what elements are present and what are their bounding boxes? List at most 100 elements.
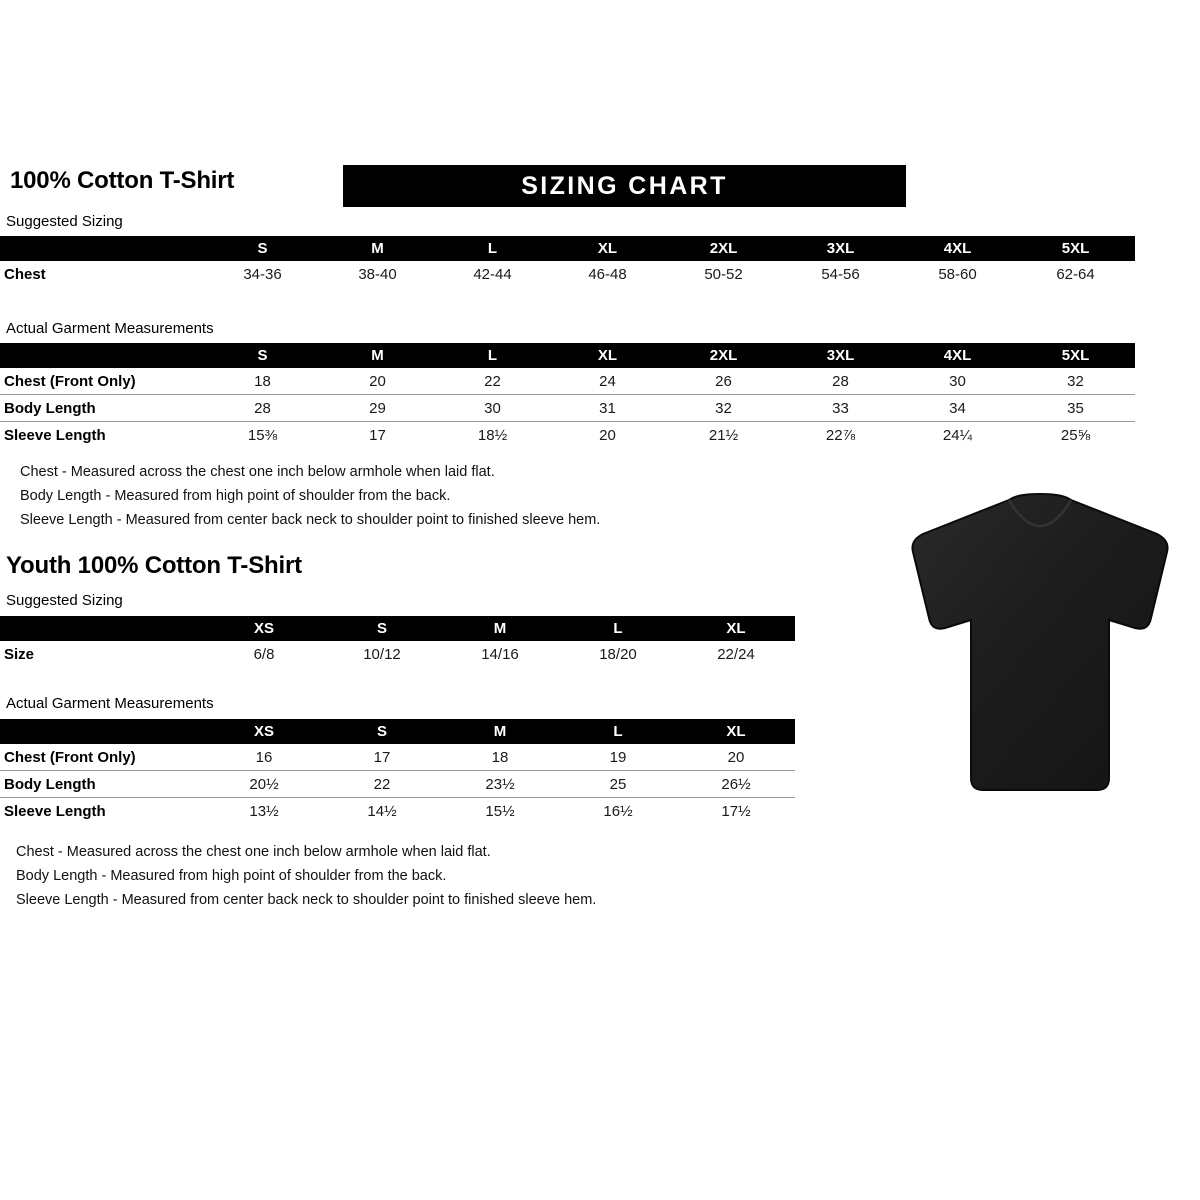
- cell-xl: 22/24: [717, 645, 755, 663]
- adult-suggested-size-header-m: M: [320, 236, 435, 261]
- adult-actual-size-header-3xl: 3XL: [782, 343, 899, 368]
- youth-suggested-size-header-s: S: [323, 616, 441, 641]
- youth-suggested-size-header-xs: XS: [205, 616, 323, 641]
- cell-l: 18½: [477, 426, 508, 444]
- table-row: Chest 34-36 38-40 42-44 46-48 50-52 54-56 58-60…: [0, 261, 1135, 287]
- cell-s: 34-36: [243, 265, 282, 283]
- cell-5xl: 35: [1067, 399, 1084, 417]
- cell-xs: 20½: [249, 775, 279, 793]
- adult-actual-size-header-xl: XL: [550, 343, 665, 368]
- cell-4xl: 30: [949, 372, 966, 390]
- adult-suggested-size-header-s: S: [205, 236, 320, 261]
- table-body: Chest 34-36 38-40 42-44 46-48 50-52 54-56 58-60…: [0, 261, 1135, 287]
- adult-suggested-sizing-table: S M L XL 2XL 3XL 4XL 5XL Chest 34-36 38-40 42-44 46…: [0, 236, 1135, 287]
- adult-suggested-size-header-4xl: 4XL: [899, 236, 1016, 261]
- cell-5xl: 62-64: [1056, 265, 1095, 283]
- cell-m: 20: [369, 372, 386, 390]
- cell-l: 16½: [603, 802, 633, 820]
- adult-actual-size-header-s: S: [205, 343, 320, 368]
- table-row: Body Length 20½ 22 23½ 25 26½: [0, 771, 795, 798]
- row-label: Size: [4, 645, 35, 663]
- adult-actual-measurements-label: Actual Garment Measurements: [6, 320, 214, 337]
- cell-l: 22: [484, 372, 501, 390]
- cell-l: 25: [609, 775, 627, 793]
- cell-xl: 46-48: [588, 265, 627, 283]
- header-row-label: [0, 616, 205, 641]
- youth-actual-size-header-xl: XL: [677, 719, 795, 744]
- row-label: Sleeve Length: [4, 802, 106, 820]
- youth-suggested-size-header-m: M: [441, 616, 559, 641]
- table-row: Chest (Front Only) 16 17 18 19 20: [0, 744, 795, 771]
- cell-s: 18: [254, 372, 271, 390]
- cell-xl: 17½: [721, 802, 751, 820]
- youth-note-1: Chest - Measured across the chest one in…: [16, 844, 491, 860]
- table-row: Sleeve Length 15⅜ 17 18½ 20 21½ 22⅞ 24¼ 25⅝: [0, 422, 1135, 449]
- cell-2xl: 50-52: [704, 265, 743, 283]
- youth-actual-size-header-xs: XS: [205, 719, 323, 744]
- cell-5xl: 32: [1067, 372, 1084, 390]
- cell-m: 18: [491, 748, 509, 766]
- cell-m: 23½: [485, 775, 515, 793]
- table-body: Chest (Front Only) 18 20 22 24 26 28 30 32 Body L…: [0, 368, 1135, 448]
- cell-xs: 16: [255, 748, 273, 766]
- youth-suggested-sizing-label: Suggested Sizing: [6, 592, 123, 609]
- cell-s: 15⅜: [247, 426, 278, 444]
- cell-xl: 31: [599, 399, 616, 417]
- table-row: Size 6/8 10/12 14/16 18/20 22/24: [0, 641, 795, 667]
- adult-actual-size-header-4xl: 4XL: [899, 343, 1016, 368]
- header-row-label: [0, 719, 205, 744]
- cell-4xl: 34: [949, 399, 966, 417]
- table-header-row: XS S M L XL: [0, 719, 795, 744]
- cell-3xl: 33: [832, 399, 849, 417]
- cell-m: 38-40: [358, 265, 397, 283]
- adult-suggested-sizing-label: Suggested Sizing: [6, 213, 123, 230]
- cell-4xl: 58-60: [938, 265, 977, 283]
- cell-m: 29: [369, 399, 386, 417]
- youth-measurement-notes: Chest - Measured across the chest one in…: [16, 840, 596, 912]
- cell-m: 15½: [485, 802, 515, 820]
- cell-l: 42-44: [473, 265, 512, 283]
- cell-2xl: 21½: [708, 426, 739, 444]
- tshirt-icon: [911, 492, 1169, 791]
- cell-2xl: 26: [715, 372, 732, 390]
- youth-suggested-sizing-table: XS S M L XL Size 6/8 10/12 14/16 18/20 22/24: [0, 616, 795, 667]
- sizing-chart-banner: SIZING CHART: [343, 165, 906, 207]
- adult-note-2: Body Length - Measured from high point o…: [20, 488, 451, 504]
- adult-note-1: Chest - Measured across the chest one in…: [20, 464, 495, 480]
- youth-suggested-size-header-xl: XL: [677, 616, 795, 641]
- youth-note-2: Body Length - Measured from high point o…: [16, 868, 447, 884]
- adult-suggested-size-header-l: L: [435, 236, 550, 261]
- cell-2xl: 32: [715, 399, 732, 417]
- adult-suggested-size-header-xl: XL: [550, 236, 665, 261]
- youth-actual-measurements-table: XS S M L XL Chest (Front Only) 16 17 18 19 20 Body…: [0, 719, 795, 824]
- table-header-row: S M L XL 2XL 3XL 4XL 5XL: [0, 343, 1135, 368]
- adult-suggested-size-header-3xl: 3XL: [782, 236, 899, 261]
- cell-l: 30: [484, 399, 501, 417]
- table-header-row: XS S M L XL: [0, 616, 795, 641]
- row-label: Body Length: [4, 399, 96, 417]
- cell-5xl: 25⅝: [1060, 426, 1091, 444]
- cell-xl: 20: [599, 426, 616, 444]
- tshirt-product-image: [895, 478, 1185, 808]
- youth-note-3: Sleeve Length - Measured from center bac…: [16, 892, 597, 908]
- youth-actual-measurements-label: Actual Garment Measurements: [6, 695, 214, 712]
- cell-m: 17: [369, 426, 386, 444]
- adult-measurement-notes: Chest - Measured across the chest one in…: [20, 460, 600, 532]
- youth-actual-size-header-m: M: [441, 719, 559, 744]
- adult-suggested-size-header-2xl: 2XL: [665, 236, 782, 261]
- cell-3xl: 28: [832, 372, 849, 390]
- cell-s: 10/12: [363, 645, 401, 663]
- cell-l: 18/20: [599, 645, 637, 663]
- cell-s: 14½: [367, 802, 397, 820]
- table-body: Chest (Front Only) 16 17 18 19 20 Body Length 2…: [0, 744, 795, 824]
- cell-s: 28: [254, 399, 271, 417]
- cell-3xl: 54-56: [821, 265, 860, 283]
- table-body: Size 6/8 10/12 14/16 18/20 22/24: [0, 641, 795, 667]
- adult-actual-size-header-l: L: [435, 343, 550, 368]
- adult-actual-measurements-table: S M L XL 2XL 3XL 4XL 5XL Chest (Front Only) 18 20…: [0, 343, 1135, 448]
- sizing-chart-banner-label: SIZING CHART: [521, 171, 728, 200]
- cell-s: 22: [373, 775, 391, 793]
- adult-suggested-size-header-5xl: 5XL: [1016, 236, 1135, 261]
- row-label: Chest: [4, 265, 46, 283]
